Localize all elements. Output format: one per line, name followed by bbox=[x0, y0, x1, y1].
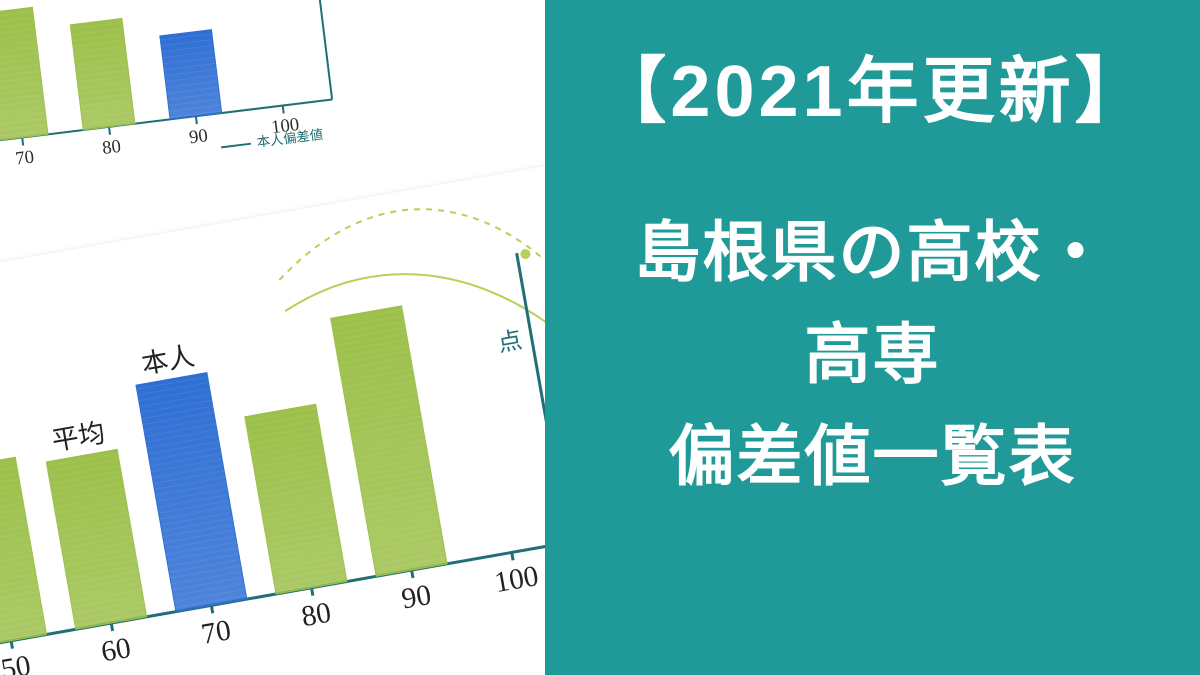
svg-text:90: 90 bbox=[399, 579, 433, 616]
svg-text:点: 点 bbox=[496, 327, 524, 358]
svg-text:80: 80 bbox=[299, 597, 333, 634]
svg-text:50: 50 bbox=[0, 650, 33, 675]
svg-text:80: 80 bbox=[101, 136, 122, 159]
headline-text: 【2021年更新】 bbox=[594, 55, 1150, 131]
body-text: 島根県の高校・ 高専 偏差値一覧表 bbox=[635, 201, 1111, 508]
title-panel: 【2021年更新】 島根県の高校・ 高専 偏差値一覧表 bbox=[545, 0, 1200, 675]
svg-text:100: 100 bbox=[492, 560, 541, 599]
svg-text:70: 70 bbox=[199, 614, 233, 651]
chart-photo-panel: 708090100 本人偏差値 5060708090100 bbox=[0, 0, 545, 675]
svg-text:90: 90 bbox=[188, 125, 209, 148]
svg-text:60: 60 bbox=[99, 632, 133, 669]
svg-text:本人偏差値: 本人偏差値 bbox=[256, 127, 324, 150]
svg-text:平均: 平均 bbox=[50, 418, 108, 457]
svg-text:70: 70 bbox=[14, 147, 35, 170]
svg-text:本人: 本人 bbox=[139, 341, 197, 380]
